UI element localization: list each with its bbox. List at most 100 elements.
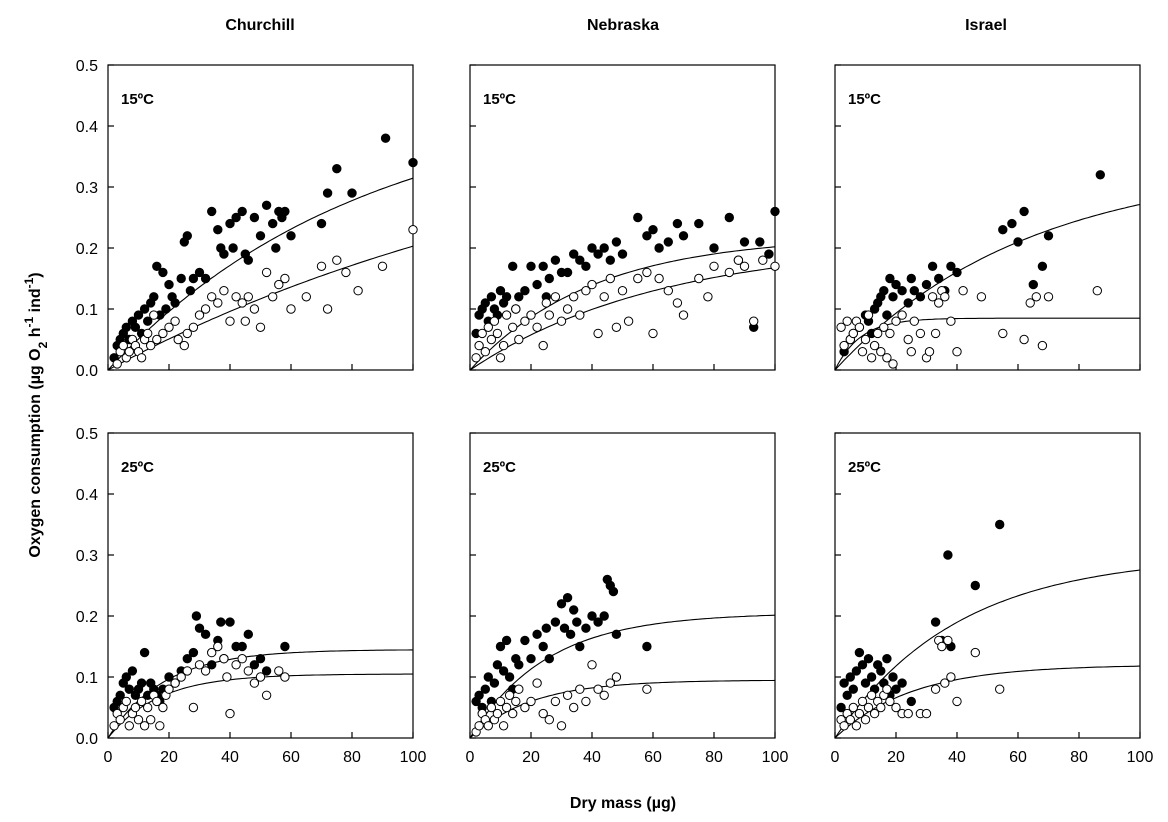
- open-point: [486, 334, 497, 345]
- open-point: [599, 690, 609, 700]
- open-point: [249, 304, 260, 314]
- filled-point: [562, 267, 573, 278]
- open-point: [219, 286, 229, 296]
- filled-point: [946, 261, 956, 271]
- open-point: [848, 328, 858, 339]
- filled-point: [495, 641, 506, 652]
- filled-point: [216, 617, 226, 627]
- open-point: [280, 672, 290, 682]
- filled-point: [572, 617, 582, 627]
- open-point: [569, 292, 579, 302]
- open-point: [268, 292, 278, 302]
- open-point: [155, 721, 165, 731]
- open-point: [474, 340, 484, 351]
- filled-fit-curve: [834, 569, 1141, 739]
- filled-point: [930, 617, 941, 627]
- open-point: [143, 328, 153, 339]
- open-point: [694, 273, 704, 284]
- open-point: [888, 359, 898, 369]
- panel-churchill-25c: 0.0 0.1 0.2 0.3 0.4 0.5 0 20 40 60 80 100 25ºC: [76, 426, 427, 766]
- filled-point: [559, 623, 570, 633]
- filled-point: [532, 629, 542, 639]
- panel-frame: [469, 64, 776, 371]
- open-point: [322, 304, 333, 314]
- open-point: [863, 702, 874, 713]
- filled-point: [124, 684, 135, 694]
- filled-point: [249, 212, 260, 223]
- open-point: [930, 328, 941, 339]
- open-point: [940, 292, 950, 302]
- open-point: [556, 721, 567, 731]
- filled-point: [642, 641, 652, 652]
- panel-israel-15c: 15ºC: [834, 64, 1141, 371]
- filled-point: [213, 225, 223, 235]
- filled-point: [575, 255, 585, 265]
- filled-fit-curve: [107, 177, 414, 371]
- filled-point: [243, 255, 254, 265]
- x-tick-label: 60: [644, 749, 662, 766]
- open-point: [633, 273, 643, 284]
- filled-point: [474, 690, 484, 700]
- filled-point: [565, 629, 576, 639]
- open-point: [749, 316, 759, 326]
- open-point: [882, 684, 892, 694]
- open-point: [492, 328, 503, 339]
- filled-point: [492, 660, 503, 670]
- x-tick-label: 60: [282, 749, 300, 766]
- open-point: [927, 292, 938, 302]
- open-point: [483, 721, 493, 731]
- open-point: [1025, 298, 1035, 308]
- filled-point: [857, 660, 868, 670]
- open-point: [866, 690, 877, 700]
- open-point: [562, 304, 573, 314]
- filled-point: [845, 672, 855, 682]
- open-point: [857, 347, 868, 357]
- filled-point: [891, 279, 901, 290]
- filled-point: [1043, 231, 1054, 241]
- temperature-label: 25ºC: [483, 459, 516, 476]
- open-point: [581, 696, 591, 707]
- y-tick-label: 0.2: [76, 609, 98, 626]
- column-title-churchill: Churchill: [225, 17, 294, 34]
- y-tick-label: 0.4: [76, 487, 98, 504]
- open-point: [316, 261, 327, 271]
- open-point: [213, 641, 223, 652]
- filled-point: [866, 672, 877, 682]
- open-point: [544, 310, 554, 320]
- open-point: [943, 635, 953, 646]
- filled-point: [672, 218, 683, 229]
- open-point: [593, 328, 603, 339]
- open-point: [149, 310, 159, 320]
- open-point: [836, 322, 846, 332]
- filled-point: [724, 212, 734, 223]
- filled-fit-curve: [469, 246, 776, 371]
- open-point: [575, 310, 585, 320]
- filled-point: [587, 611, 597, 621]
- filled-point: [897, 286, 907, 296]
- filled-point: [489, 678, 500, 688]
- open-point: [526, 310, 536, 320]
- x-tick-label: 0: [466, 749, 475, 766]
- temperature-label: 15ºC: [848, 91, 881, 108]
- open-point: [544, 715, 554, 725]
- open-point: [377, 261, 388, 271]
- filled-point: [231, 212, 241, 223]
- open-point: [471, 353, 481, 363]
- open-point: [876, 347, 886, 357]
- open-point: [882, 353, 892, 363]
- filled-point: [280, 206, 290, 217]
- x-tick-label: 80: [343, 749, 361, 766]
- x-tick-label: 100: [400, 749, 427, 766]
- filled-point: [587, 243, 597, 253]
- open-point: [231, 660, 241, 670]
- panel-nebraska-25c: 0 20 40 60 80 100 25ºC: [466, 432, 788, 766]
- open-point: [909, 316, 919, 326]
- open-point: [879, 322, 889, 332]
- panel-nebraska-15c: 15ºC: [469, 64, 780, 371]
- filled-point: [261, 666, 272, 676]
- open-point: [550, 292, 561, 302]
- open-point: [642, 267, 652, 278]
- open-point: [733, 255, 744, 265]
- open-point: [483, 322, 493, 332]
- filled-point: [599, 243, 609, 253]
